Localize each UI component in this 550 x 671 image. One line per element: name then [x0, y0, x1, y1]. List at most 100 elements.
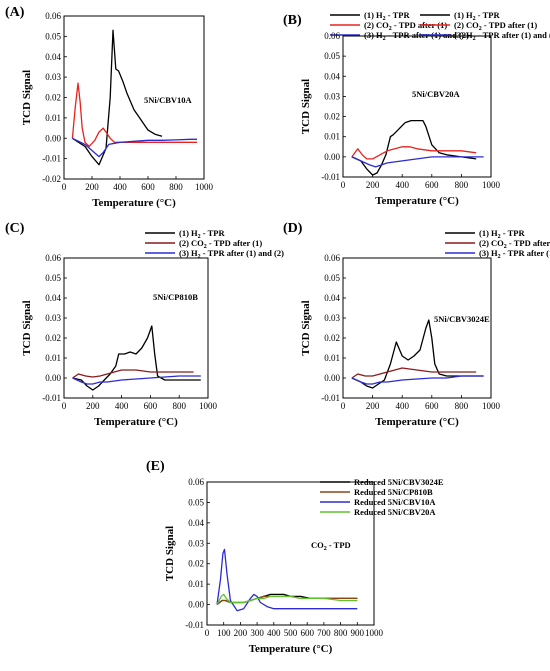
y-tick-label: 0.04 — [188, 518, 204, 528]
x-tick-label: 200 — [366, 401, 380, 411]
panel-label: (E) — [146, 459, 165, 474]
x-tick-label: 400 — [395, 180, 409, 190]
y-tick-label: 0.03 — [324, 91, 340, 101]
y-tick-label: 0.00 — [45, 373, 61, 383]
legend-entry: (1) H2 - TPR — [479, 228, 525, 240]
annotation: 5Ni/CBV3024E — [434, 314, 490, 324]
panel-label: (B) — [283, 13, 302, 28]
x-tick-label: 0 — [341, 180, 346, 190]
legend-entry: (1) H2 - TPR — [179, 228, 225, 240]
y-tick-label: -0.01 — [185, 620, 204, 630]
x-tick-label: 1000 — [199, 401, 218, 411]
y-tick-label: 0.00 — [188, 600, 204, 610]
x-tick-label: 200 — [86, 401, 100, 411]
series-line-1 — [72, 29, 163, 166]
y-tick-label: 0.00 — [324, 152, 340, 162]
legend-entry: Reduced 5Ni/CBV10A — [354, 497, 436, 507]
series-line-3 — [351, 375, 484, 385]
legend-entry: Reduced 5Ni/CP810B — [354, 487, 433, 497]
y-tick-label: 0.04 — [324, 293, 340, 303]
chart-panel-5: (E) -0.01 0.00 0.01 0.02 0.03 0.04 0.05 0.06 0 100… — [146, 459, 444, 655]
y-tick-label: 0.01 — [45, 113, 61, 123]
legend: (1) H2 - TPR(2) CO2 - TPD after (1)(3) H… — [445, 228, 550, 260]
x-tick-label: 700 — [317, 628, 331, 638]
annotation: 5Ni/CBV10A — [144, 95, 193, 105]
y-axis-label: TCD Signal — [21, 300, 33, 355]
annotation: 5Ni/CBV20A — [412, 89, 461, 99]
plot-frame — [63, 257, 209, 399]
y-tick-label: -0.01 — [321, 172, 340, 182]
y-tick-label: -0.01 — [42, 393, 61, 403]
legend-entry: (2) CO2 - TPD after (1) — [479, 238, 550, 250]
series-line-3 — [351, 156, 484, 168]
y-tick-label: 0.01 — [45, 353, 61, 363]
series-line-3 — [72, 137, 197, 158]
x-tick-label: 600 — [144, 401, 158, 411]
y-tick-label: -0.01 — [321, 393, 340, 403]
y-tick-label: 0.05 — [188, 497, 204, 507]
x-tick-label: 1000 — [365, 628, 384, 638]
y-tick-label: 0.06 — [45, 253, 61, 263]
y-axis-label: TCD Signal — [21, 70, 33, 125]
y-tick-label: 0.06 — [45, 11, 61, 21]
legend-entry: (3) H2 - TPR after (1) and (2) — [454, 30, 550, 42]
chart-panel-1: (A) -0.02 -0.01 0.00 0.01 0.02 0.03 0.04 0.05 0.0… — [5, 5, 469, 209]
series-line-1 — [72, 325, 201, 391]
x-tick-label: 600 — [425, 401, 439, 411]
series-line-1 — [351, 119, 477, 176]
y-tick-label: 0.02 — [45, 333, 61, 343]
x-tick-label: 800 — [169, 182, 183, 192]
y-axis-label: TCD Signal — [300, 79, 312, 134]
x-tick-label: 900 — [351, 628, 365, 638]
y-tick-label: -0.02 — [42, 174, 61, 184]
y-tick-label: 0.05 — [324, 273, 340, 283]
legend-entry: (3) H2 - TPR after (1) and (2) — [479, 248, 550, 260]
x-tick-label: 200 — [234, 628, 248, 638]
legend-entry: Reduced 5Ni/CBV20A — [354, 507, 436, 517]
x-tick-label: 800 — [172, 401, 186, 411]
x-tick-label: 1000 — [482, 180, 501, 190]
y-axis-label: TCD Signal — [300, 300, 312, 355]
x-axis-label: Temperature (°C) — [249, 643, 333, 655]
x-tick-label: 300 — [250, 628, 264, 638]
series-line-2 — [351, 367, 477, 379]
y-tick-label: 0.06 — [324, 31, 340, 41]
y-tick-label: 0.05 — [324, 51, 340, 61]
y-tick-label: 0.05 — [45, 273, 61, 283]
legend-entry: (3) H2 - TPR after (1) and (2) — [179, 248, 284, 260]
x-tick-label: 600 — [141, 182, 155, 192]
x-tick-label: 1000 — [195, 182, 214, 192]
y-tick-label: 0.01 — [324, 353, 340, 363]
x-tick-label: 500 — [284, 628, 298, 638]
y-tick-label: 0.03 — [324, 313, 340, 323]
series-line-3 — [72, 375, 201, 385]
x-axis-label: Temperature (°C) — [94, 416, 178, 428]
y-tick-label: 0.04 — [45, 293, 61, 303]
x-tick-label: 0 — [62, 401, 67, 411]
x-tick-label: 600 — [425, 180, 439, 190]
panel-label: (D) — [283, 221, 303, 236]
y-axis-label: TCD Signal — [164, 526, 176, 581]
y-tick-label: 0.02 — [45, 93, 61, 103]
x-tick-label: 400 — [113, 182, 127, 192]
y-tick-label: 0.01 — [188, 579, 204, 589]
y-tick-label: 0.02 — [188, 559, 204, 569]
y-tick-label: 0.02 — [324, 333, 340, 343]
y-tick-label: 0.04 — [324, 71, 340, 81]
series-line-2 — [71, 82, 197, 148]
panel-label: (C) — [5, 221, 25, 236]
legend-entry: (1) H2 - TPR — [364, 10, 410, 22]
x-tick-label: 200 — [85, 182, 99, 192]
x-tick-label: 200 — [366, 180, 380, 190]
x-tick-label: 800 — [455, 180, 469, 190]
series-line-2 — [72, 369, 194, 379]
x-tick-label: 800 — [334, 628, 348, 638]
y-tick-label: -0.01 — [42, 154, 61, 164]
x-tick-label: 600 — [300, 628, 314, 638]
y-tick-label: 0.03 — [45, 313, 61, 323]
series-line-2 — [351, 146, 477, 160]
x-tick-label: 800 — [455, 401, 469, 411]
y-tick-label: 0.00 — [45, 133, 61, 143]
